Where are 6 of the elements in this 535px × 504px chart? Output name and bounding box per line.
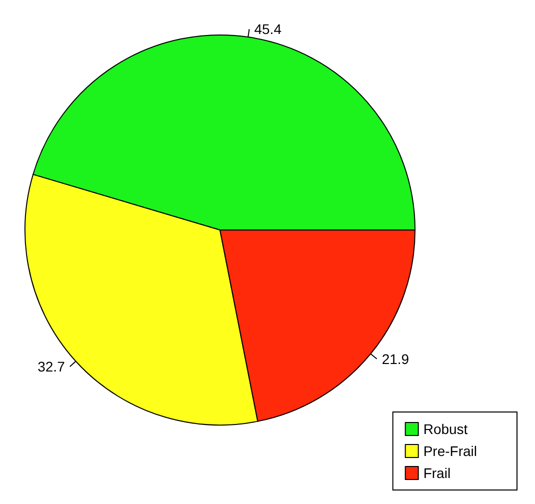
legend-label: Pre-Frail — [423, 443, 478, 459]
legend-label: Robust — [423, 421, 468, 437]
data-label: 45.4 — [254, 21, 282, 38]
data-label: 21.9 — [382, 350, 410, 367]
data-label: 32.7 — [38, 358, 66, 375]
legend-label: Frail — [423, 465, 451, 481]
